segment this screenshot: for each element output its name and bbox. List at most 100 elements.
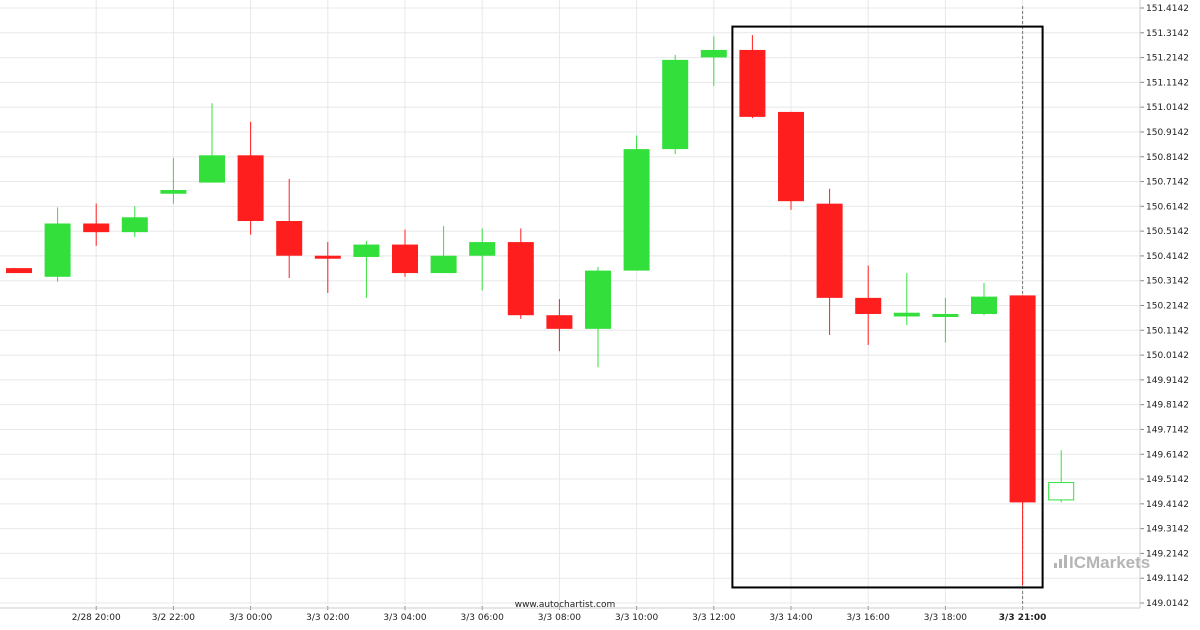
y-tick-label: 151.0142 [1146, 103, 1189, 113]
brand-logo: ICMarkets [1054, 553, 1150, 572]
y-tick-label: 150.3142 [1146, 277, 1189, 287]
x-tick-label: 3/3 04:00 [383, 613, 427, 623]
y-tick-label: 149.5142 [1146, 475, 1189, 485]
candle-body [932, 313, 959, 317]
x-tick-label: 3/3 02:00 [306, 613, 350, 623]
highlight-layer [731, 25, 1044, 589]
brand-bar [1059, 559, 1062, 568]
candle [855, 265, 882, 345]
candle-body [314, 255, 341, 259]
candles-layer [6, 35, 1075, 586]
x-tick-label: 3/3 16:00 [847, 613, 891, 623]
candle-body [816, 203, 843, 298]
candle [392, 229, 418, 277]
candle [662, 54, 689, 155]
candle [893, 273, 920, 326]
brand-bar [1054, 563, 1057, 568]
candle [6, 268, 32, 274]
y-tick-label: 151.4142 [1146, 4, 1189, 14]
y-tick-label: 151.3142 [1146, 29, 1189, 39]
candle-body [1048, 482, 1075, 501]
y-tick-label: 150.5142 [1146, 227, 1189, 237]
y-tick-label: 149.2142 [1146, 549, 1189, 559]
y-tick-label: 149.3142 [1146, 525, 1189, 535]
pattern-highlight-box [731, 25, 1044, 589]
y-tick-label: 149.1142 [1146, 574, 1189, 584]
y-tick-label: 151.2142 [1146, 54, 1189, 64]
candle-body [430, 255, 457, 274]
candle-body [44, 223, 71, 277]
candle-body [971, 296, 997, 314]
brand-bar [1064, 555, 1067, 568]
candle [971, 282, 997, 316]
y-tick-label: 150.0142 [1146, 351, 1189, 361]
candle-body [237, 155, 264, 222]
y-tick-label: 149.0142 [1146, 599, 1189, 609]
y-tick-label: 150.9142 [1146, 128, 1189, 138]
x-axis: 2/28 20:00 3/2 22:00 3/3 00:00 3/3 02:00 3/3… [0, 606, 1140, 623]
y-tick-label: 149.8142 [1146, 401, 1189, 411]
x-tick-label: 3/3 10:00 [615, 613, 659, 623]
candle-body [353, 244, 380, 257]
candle [353, 240, 380, 298]
candle [160, 157, 187, 204]
candle [276, 178, 303, 279]
candle-body [546, 315, 573, 329]
y-tick-label: 149.4142 [1146, 500, 1189, 510]
x-tick-label: 3/3 06:00 [461, 613, 505, 623]
x-tick-label: 3/3 14:00 [769, 613, 813, 623]
candle [700, 36, 727, 86]
x-tick-label: 3/2 22:00 [152, 613, 196, 623]
x-tick-label: 3/3 08:00 [538, 613, 582, 623]
candle [932, 297, 959, 343]
candle-body [469, 242, 496, 256]
y-tick-label: 151.1142 [1146, 78, 1189, 88]
candle [1048, 450, 1075, 503]
y-tick-label: 150.2142 [1146, 302, 1189, 312]
y-tick-label: 149.9142 [1146, 376, 1189, 386]
y-axis: 151.4142 151.3142 151.2142 151.1142 151.0142… [1139, 0, 1189, 609]
y-tick-label: 150.8142 [1146, 153, 1189, 163]
candle [314, 242, 341, 293]
candle [83, 203, 110, 246]
candle [546, 299, 573, 352]
candle [430, 225, 457, 274]
candle [585, 266, 611, 368]
x-tick-label: 3/3 18:00 [924, 613, 968, 623]
y-tick-label: 149.7142 [1146, 425, 1189, 435]
x-tick-label: 2/28 20:00 [72, 613, 121, 623]
candle-body [392, 244, 418, 274]
candle [121, 206, 148, 238]
candle-body [739, 49, 766, 117]
candle [237, 121, 264, 235]
candle [778, 111, 804, 210]
grid-layer [0, 0, 1140, 610]
y-tick-label: 150.7142 [1146, 178, 1189, 188]
candle-body [121, 217, 148, 233]
source-watermark: www.autochartist.com [515, 600, 616, 610]
candle-body [623, 149, 650, 271]
x-tick-label: 3/3 21:00 [999, 613, 1047, 623]
candle-body [276, 221, 303, 256]
candle-body [83, 223, 110, 233]
candle [1009, 295, 1036, 586]
y-tick-label: 149.6142 [1146, 450, 1189, 460]
y-tick-label: 150.6142 [1146, 202, 1189, 212]
candle-body [507, 242, 534, 316]
x-tick-label: 3/3 12:00 [692, 613, 736, 623]
candle-body [778, 111, 804, 202]
candle-body [700, 49, 727, 58]
candle-body [585, 270, 611, 329]
candle-body [1009, 295, 1036, 503]
candle [507, 228, 534, 319]
y-tick-label: 150.1142 [1146, 326, 1189, 336]
candle-body [855, 297, 882, 314]
candle [469, 228, 496, 291]
y-tick-label: 150.4142 [1146, 252, 1189, 262]
candle-body [160, 190, 187, 194]
candle-body [662, 59, 689, 150]
candle-body [893, 312, 920, 317]
candle [44, 207, 71, 282]
